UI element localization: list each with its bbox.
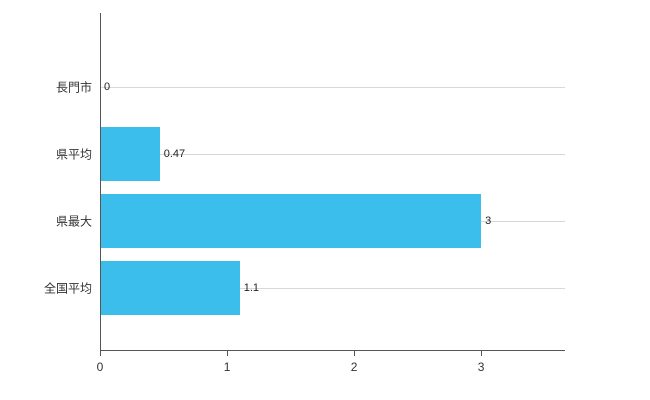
category-gridline [100, 87, 565, 88]
value-label: 0.47 [163, 148, 186, 160]
category-label: 県平均 [55, 147, 92, 162]
data-bar [100, 194, 482, 248]
value-label: 3 [485, 215, 492, 227]
category-gridline [100, 154, 565, 155]
x-axis-line [100, 350, 565, 351]
value-label: 1.1 [243, 282, 260, 294]
category-gridline [100, 288, 565, 289]
category-label: 長門市 [55, 80, 92, 95]
category-label: 全国平均 [43, 281, 92, 296]
x-axis-tick [100, 350, 101, 356]
value-label: 0 [104, 81, 111, 93]
category-label: 県最大 [55, 214, 92, 229]
x-axis-tick [354, 350, 356, 356]
y-axis-line [100, 13, 101, 350]
data-bar [100, 261, 240, 315]
x-tick-label: 2 [350, 360, 358, 374]
x-tick-label: 3 [477, 360, 485, 374]
x-tick-label: 1 [223, 360, 231, 374]
x-tick-label: 0 [96, 360, 104, 374]
x-axis-tick [481, 350, 483, 356]
data-bar [100, 127, 160, 181]
x-axis-tick [227, 350, 229, 356]
